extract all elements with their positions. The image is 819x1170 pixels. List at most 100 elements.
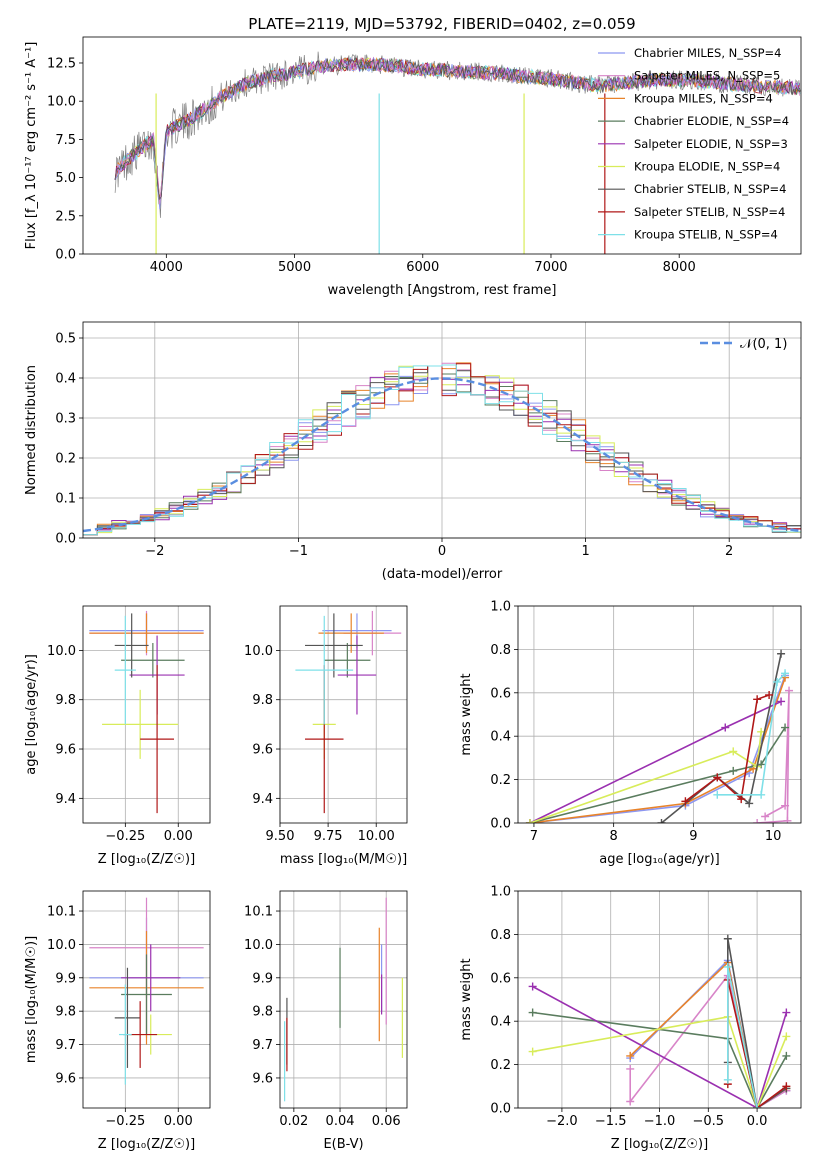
- weight-marker-krou_stelib: [781, 669, 790, 678]
- weight-line-krou_miles: [529, 677, 786, 823]
- weight-marker-krou_elodie: [528, 1047, 537, 1056]
- weight-marker-krou_stelib: [753, 1104, 762, 1108]
- weight-marker-salp_stelib: [782, 1082, 791, 1091]
- y-tick-label: 7.5: [55, 133, 76, 148]
- y-tick-label: 9.9: [252, 971, 273, 986]
- y-tick-label: 0.0: [490, 1102, 511, 1117]
- x-tick-label: 7: [530, 829, 538, 844]
- legend-label-salp_miles: Salpeter MILES, N_SSP=5: [634, 69, 780, 83]
- y-tick-label: 10.0: [47, 644, 76, 659]
- histogram-salp_stelib: [83, 363, 801, 536]
- model-spectrum-salp_miles: [114, 57, 801, 205]
- y-axis-label: mass weight: [459, 958, 474, 1040]
- y-axis-label: mass weight: [459, 673, 474, 755]
- axes-frame: [517, 605, 802, 824]
- weight-marker-krou_stelib: [757, 790, 766, 799]
- x-tick-label: 0.02: [279, 1114, 308, 1129]
- y-tick-label: 9.8: [55, 693, 76, 708]
- axes-frame: [82, 890, 211, 1109]
- y-tick-label: 0.3: [55, 412, 76, 427]
- weight-marker-salp_stelib: [713, 773, 722, 782]
- axes-frame: [517, 890, 802, 1109]
- data-layer: [525, 649, 794, 823]
- x-tick-label: 6000: [406, 260, 439, 275]
- x-tick-label: −1: [289, 544, 308, 559]
- model-spectrum-chab_stelib: [114, 57, 801, 201]
- x-tick-label: 8: [610, 829, 618, 844]
- weight-line-chab_miles: [529, 675, 786, 823]
- y-axis-label: mass [log₁₀(M/M☉)]: [24, 936, 39, 1063]
- y-tick-label: 0.8: [490, 928, 511, 943]
- y-tick-label: 9.6: [252, 743, 273, 758]
- y-tick-label: 9.6: [252, 1071, 273, 1086]
- legend-label-chab_miles: Chabrier MILES, N_SSP=4: [634, 46, 781, 60]
- x-axis-label: age [log₁₀(age/yr)]: [599, 852, 720, 867]
- y-axis-label: age [log₁₀(age/yr)]: [24, 654, 39, 775]
- axes-frame: [82, 36, 802, 255]
- x-axis-label: Z [log₁₀(Z/Z☉)]: [611, 1137, 708, 1152]
- x-axis-label: wavelength [Angstrom, rest frame]: [328, 283, 557, 298]
- gaussian-curve: [83, 377, 801, 533]
- y-tick-label: 9.8: [252, 1005, 273, 1020]
- x-tick-label: 1: [581, 544, 589, 559]
- y-tick-label: 0.4: [490, 730, 511, 745]
- y-tick-label: 9.7: [55, 1038, 76, 1053]
- x-tick-label: 9.75: [314, 829, 343, 844]
- y-tick-label: 0.0: [55, 248, 76, 263]
- weight-marker-salp_stelib: [737, 795, 746, 804]
- x-tick-label: −0.25: [105, 829, 145, 844]
- y-tick-label: 0.1: [55, 492, 76, 507]
- weight-marker-krou_stelib: [723, 962, 732, 971]
- y-tick-label: 9.8: [55, 1005, 76, 1020]
- weight-marker-chab_elodie: [528, 1008, 537, 1017]
- weight-marker-chab_stelib: [745, 799, 754, 808]
- weight-marker-salp_elodie: [777, 697, 786, 706]
- weight-marker-krou_elodie: [729, 747, 738, 756]
- legend-label-salp_stelib: Salpeter STELIB, N_SSP=4: [634, 205, 785, 219]
- data-layer: [114, 51, 801, 254]
- panel-weight_vs_Z: −2.0 −1.5 −1.0 −0.5 0.0 0.0 0.2 0.4 0.6 0.8 1.0 Z […: [459, 885, 802, 1152]
- y-tick-label: 5.0: [55, 171, 76, 186]
- weight-marker-salp_miles: [785, 686, 794, 695]
- y-tick-label: 1.0: [490, 885, 511, 900]
- x-tick-label: −1.0: [644, 1114, 676, 1129]
- y-axis-label: Normed distribution: [24, 365, 39, 495]
- panel-residuals: −2 −1 0 1 2 0.0 0.1 0.2 0.3 0.4 0.5 (data-model)/er…: [24, 321, 802, 582]
- x-tick-label: 9.50: [266, 829, 295, 844]
- panel-age_vs_mass: 9.50 9.75 10.00 9.4 9.6 9.8 10.0 mass [log₁₀(M/…: [244, 605, 408, 867]
- y-tick-label: 0.6: [490, 686, 511, 701]
- y-tick-label: 0.6: [490, 971, 511, 986]
- y-tick-label: 9.4: [252, 792, 273, 807]
- weight-marker-salp_miles: [761, 812, 770, 821]
- y-tick-label: 0.4: [55, 372, 76, 387]
- x-axis-label: E(B-V): [323, 1137, 363, 1152]
- data-layer: [284, 897, 403, 1102]
- weight-marker-chab_stelib: [777, 649, 786, 658]
- figure-title: PLATE=2119, MJD=53792, FIBERID=0402, z=0…: [248, 15, 635, 33]
- x-tick-label: 0.00: [164, 829, 193, 844]
- y-tick-label: 0.4: [490, 1015, 511, 1030]
- y-tick-label: 9.7: [252, 1038, 273, 1053]
- weight-marker-chab_elodie: [782, 1051, 791, 1060]
- weight-marker-salp_miles: [626, 1097, 635, 1106]
- y-tick-label: 2.5: [55, 209, 76, 224]
- y-tick-label: 10.0: [47, 938, 76, 953]
- data-layer: [89, 897, 204, 1085]
- weight-line-salp_stelib: [684, 694, 770, 802]
- y-tick-label: 1.0: [490, 600, 511, 615]
- weight-marker-krou_miles: [626, 1051, 635, 1060]
- x-tick-label: 4000: [150, 260, 183, 275]
- y-tick-label: 0.2: [490, 1058, 511, 1073]
- weight-marker-salp_miles: [781, 801, 790, 810]
- panel-mass_vs_Z: −0.25 0.00 9.6 9.7 9.8 9.9 10.0 10.1 Z [log₁₀(Z/…: [24, 890, 211, 1152]
- legend-label-chab_elodie: Chabrier ELODIE, N_SSP=4: [634, 114, 789, 128]
- data-layer: [528, 934, 791, 1108]
- y-tick-label: 9.6: [55, 1071, 76, 1086]
- weight-marker-salp_elodie: [782, 1008, 791, 1017]
- x-tick-label: 7000: [534, 260, 567, 275]
- weight-line-krou_elodie: [529, 731, 762, 823]
- x-axis-label: Z [log₁₀(Z/Z☉)]: [98, 852, 195, 867]
- panel-age_vs_Z: −0.25 0.00 9.4 9.6 9.8 10.0 Z [log₁₀(Z/Z☉)] age…: [24, 605, 211, 867]
- weight-marker-salp_stelib: [765, 690, 774, 699]
- y-tick-label: 9.4: [55, 792, 76, 807]
